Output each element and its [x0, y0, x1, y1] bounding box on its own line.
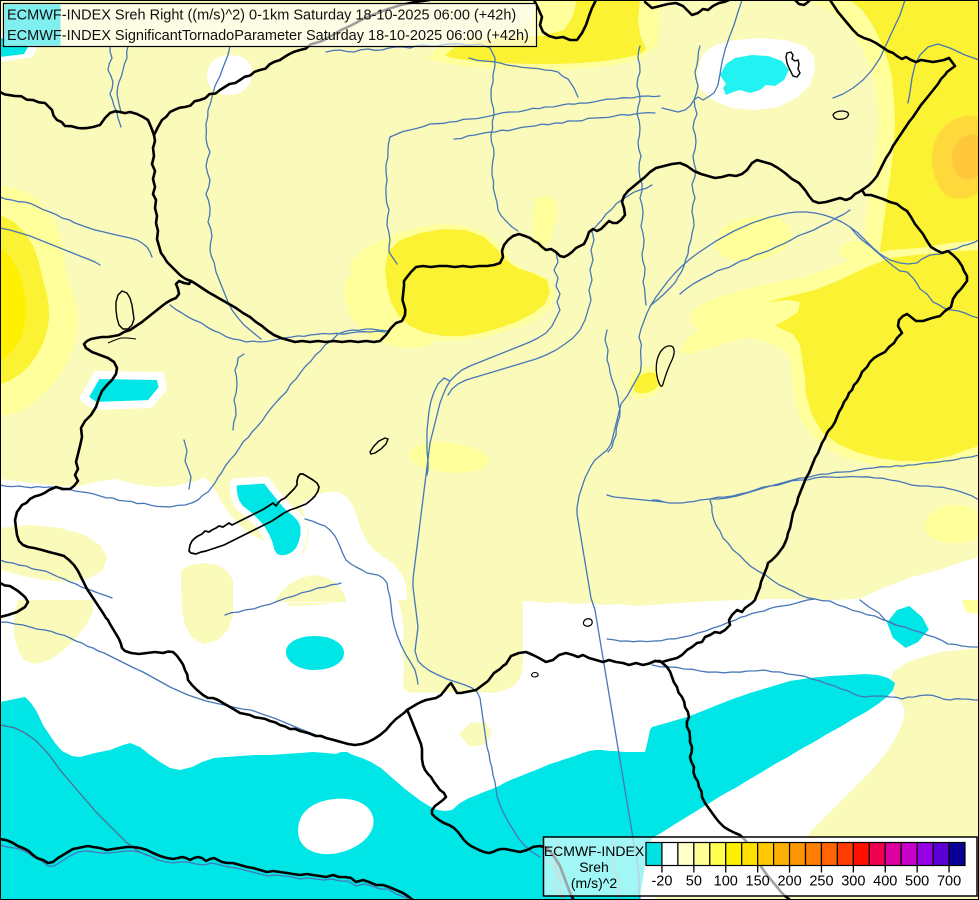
svg-text:500: 500	[905, 874, 929, 890]
svg-text:700: 700	[937, 874, 961, 890]
svg-text:100: 100	[714, 874, 738, 890]
svg-text:300: 300	[841, 874, 865, 890]
svg-text:Sreh: Sreh	[579, 859, 609, 875]
svg-text:ECMWF-INDEX: ECMWF-INDEX	[544, 843, 645, 859]
svg-text:200: 200	[777, 874, 801, 890]
svg-text:ECMWF-INDEX Sreh Right ((m/s)^: ECMWF-INDEX Sreh Right ((m/s)^2) 0-1km S…	[7, 8, 516, 24]
svg-text:250: 250	[809, 874, 833, 890]
svg-text:150: 150	[746, 874, 770, 890]
svg-text:50: 50	[686, 874, 702, 890]
svg-text:400: 400	[873, 874, 897, 890]
svg-text:-20: -20	[651, 874, 672, 890]
svg-text:ECMWF-INDEX SignificantTornado: ECMWF-INDEX SignificantTornadoParameter …	[7, 28, 529, 44]
svg-text:(m/s)^2: (m/s)^2	[571, 875, 617, 891]
